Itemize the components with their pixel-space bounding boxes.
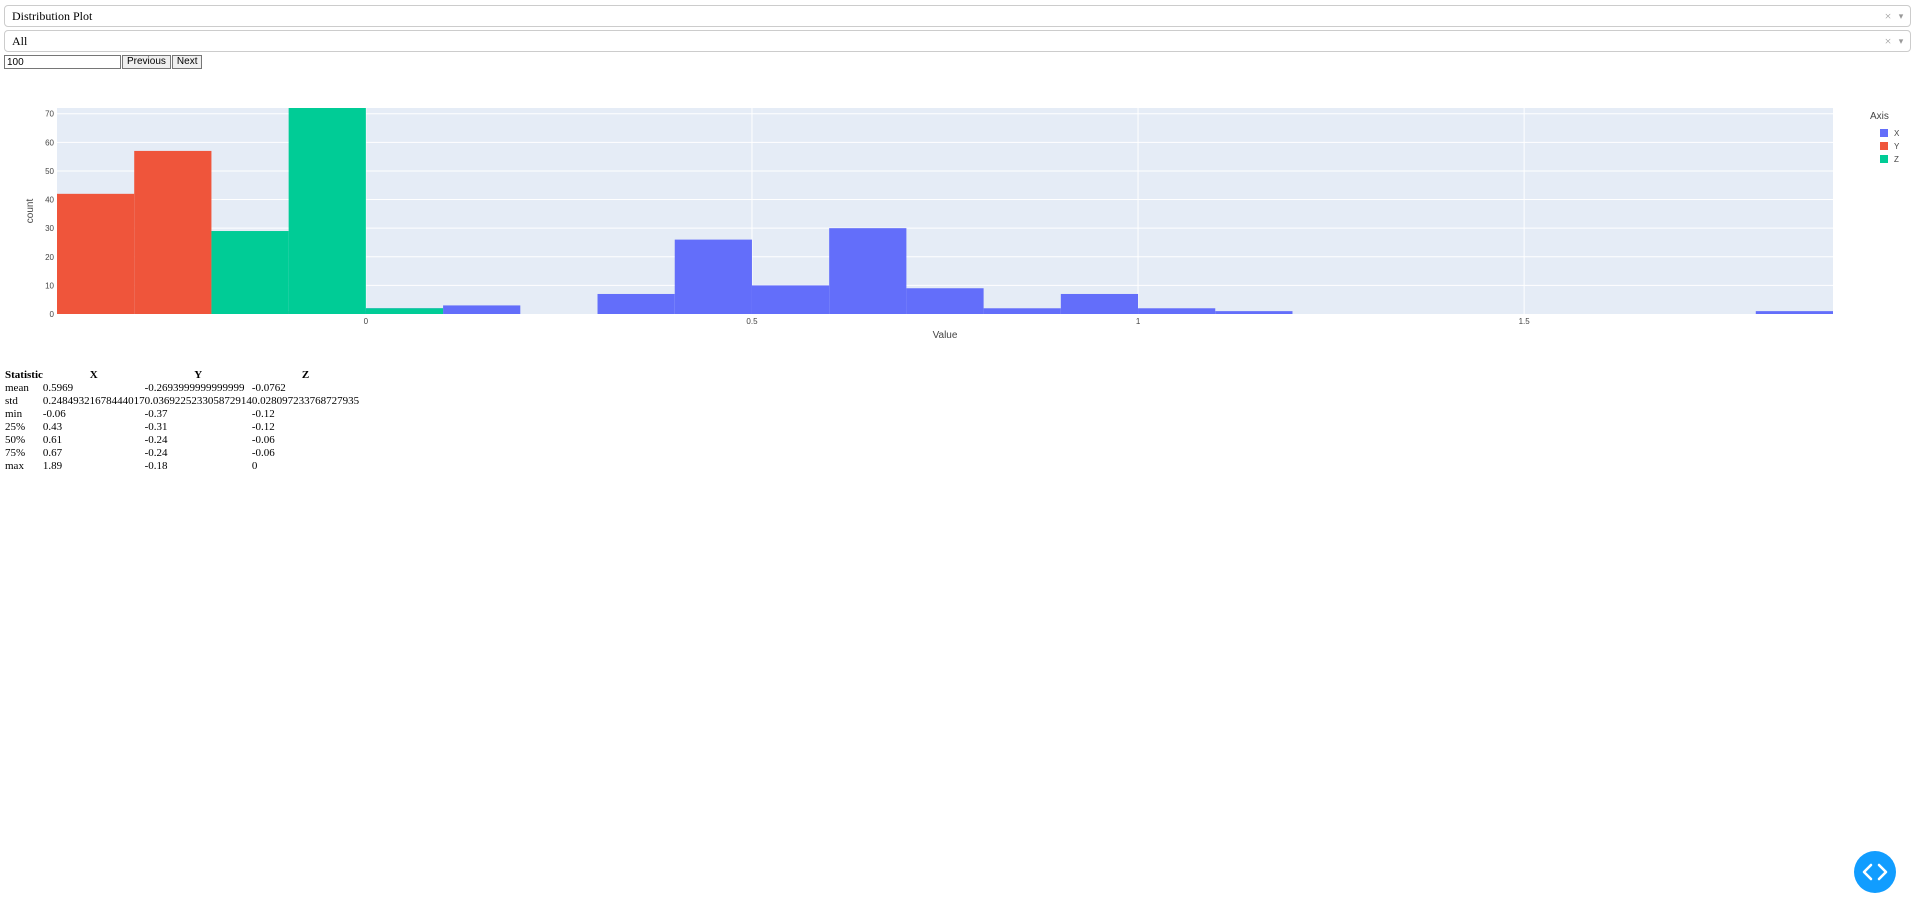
stat-value-cell: -0.0762 xyxy=(251,382,286,394)
legend-swatch-x[interactable] xyxy=(1880,129,1888,137)
next-button[interactable]: Next xyxy=(171,55,203,69)
stat-value-cell: 0.036922523305872914 xyxy=(144,395,252,407)
legend-title: Axis xyxy=(1870,111,1889,122)
header-y: Y xyxy=(194,369,203,381)
bar-x[interactable] xyxy=(1138,308,1216,314)
bar-x[interactable] xyxy=(674,239,752,314)
y-tick-label: 60 xyxy=(45,138,54,147)
bar-z[interactable] xyxy=(211,231,289,314)
y-tick-label: 70 xyxy=(45,110,54,119)
header-z: Z xyxy=(301,369,310,381)
y-tick-label: 30 xyxy=(45,224,54,233)
stat-value-cell: -0.18 xyxy=(144,460,168,472)
header-x: X xyxy=(89,369,98,381)
y-tick-label: 50 xyxy=(45,167,54,176)
clear-icon[interactable]: × xyxy=(1884,33,1892,48)
code-toggle-button[interactable] xyxy=(1854,851,1896,893)
legend: Axis XYZ xyxy=(1870,111,1900,164)
clear-icon[interactable]: × xyxy=(1884,8,1892,23)
stat-value-cell: 0 xyxy=(251,460,258,472)
code-icon xyxy=(1862,863,1888,881)
legend-label-y[interactable]: Y xyxy=(1894,142,1900,151)
stat-value-cell: 0.61 xyxy=(42,434,63,446)
stat-value-cell: -0.06 xyxy=(251,434,275,446)
legend-swatch-z[interactable] xyxy=(1880,155,1888,163)
bar-x[interactable] xyxy=(443,305,521,314)
x-tick-label: 1 xyxy=(1136,317,1141,326)
bar-z[interactable] xyxy=(288,108,366,314)
bar-y[interactable] xyxy=(134,150,212,314)
plot-type-dropdown[interactable]: Distribution Plot × ▾ xyxy=(4,5,1911,27)
y-tick-label: 0 xyxy=(50,310,55,319)
stat-name-cell: std xyxy=(5,395,18,407)
stat-name-cell: 25% xyxy=(5,421,26,433)
stat-name-cell: min xyxy=(5,408,23,420)
table-row: 75% 0.67 -0.24 -0.06 xyxy=(5,447,359,460)
legend-swatch-y[interactable] xyxy=(1880,142,1888,150)
header-statistic: Statistic xyxy=(5,369,43,381)
stat-name-cell: max xyxy=(5,460,24,472)
count-input[interactable] xyxy=(4,55,121,69)
bar-z[interactable] xyxy=(365,308,444,314)
stat-value-cell: 0.5969 xyxy=(42,382,74,394)
previous-button[interactable]: Previous xyxy=(122,55,171,69)
stat-value-cell: -0.06 xyxy=(251,447,275,459)
stat-value-cell: -0.37 xyxy=(144,408,168,420)
y-tick-label: 10 xyxy=(45,281,54,290)
stat-value-cell: -0.31 xyxy=(144,421,168,433)
table-row: min -0.06 -0.37 -0.12 xyxy=(5,408,359,421)
x-axis-label: Value xyxy=(933,330,958,341)
y-tick-label: 20 xyxy=(45,253,54,262)
stat-value-cell: 0.028097233768727935 xyxy=(251,395,360,407)
stat-name-cell: 50% xyxy=(5,434,26,446)
stat-value-cell: -0.2693999999999999 xyxy=(144,382,245,394)
histogram-bars xyxy=(57,108,1833,314)
table-row: mean 0.5969 -0.2693999999999999 -0.0762 xyxy=(5,382,359,395)
bar-x[interactable] xyxy=(983,308,1061,314)
statistics-table: Statistic X Y Z mean 0.5969 -0.26939999999… xyxy=(5,369,359,473)
stat-value-cell: 1.89 xyxy=(42,460,63,472)
stat-value-cell: -0.24 xyxy=(144,447,168,459)
y-axis-ticks: 0 10 20 30 40 50 60 70 xyxy=(45,110,54,319)
stat-value-cell: -0.12 xyxy=(251,408,275,420)
plot-type-value: Distribution Plot xyxy=(12,8,93,23)
stat-value-cell: 0.24849321678444017 xyxy=(42,395,145,407)
legend-label-x[interactable]: X xyxy=(1894,129,1900,138)
stat-value-cell: 0.43 xyxy=(42,421,63,433)
x-tick-label: 0 xyxy=(364,317,369,326)
stat-value-cell: -0.06 xyxy=(42,408,66,420)
stat-name-cell: 75% xyxy=(5,447,26,459)
x-tick-label: 1.5 xyxy=(1519,317,1531,326)
table-row: 25% 0.43 -0.31 -0.12 xyxy=(5,421,359,434)
stat-value-cell: -0.12 xyxy=(251,421,275,433)
y-tick-label: 40 xyxy=(45,196,54,205)
bar-x[interactable] xyxy=(1060,293,1139,314)
table-row: 50% 0.61 -0.24 -0.06 xyxy=(5,434,359,447)
chevron-down-icon[interactable]: ▾ xyxy=(1898,35,1904,46)
table-row: std 0.24849321678444017 0.0369225233058729… xyxy=(5,395,359,408)
stat-value-cell: -0.24 xyxy=(144,434,168,446)
axis-filter-dropdown[interactable]: All × ▾ xyxy=(4,30,1911,52)
stat-name-cell: mean xyxy=(5,382,29,394)
bar-x[interactable] xyxy=(1755,311,1833,314)
bar-x[interactable] xyxy=(597,293,675,314)
stat-value-cell: 0.67 xyxy=(42,447,63,459)
x-axis-ticks: 0 0.5 1 1.5 xyxy=(364,317,1531,326)
bar-x[interactable] xyxy=(829,228,907,314)
distribution-chart: 0 0.5 1 1.5 0 10 20 30 40 50 60 70 Value count Axi… xyxy=(25,108,1900,341)
x-tick-label: 0.5 xyxy=(746,317,758,326)
bar-y[interactable] xyxy=(57,193,135,314)
table-row: max 1.89 -0.18 0 xyxy=(5,460,359,473)
axis-filter-value: All xyxy=(12,33,28,48)
bar-x[interactable] xyxy=(1215,311,1293,314)
chevron-down-icon[interactable]: ▾ xyxy=(1898,10,1904,21)
legend-label-z[interactable]: Z xyxy=(1894,155,1899,164)
pagination-controls: Previous Next xyxy=(4,55,203,69)
bar-x[interactable] xyxy=(906,288,984,314)
y-axis-label: count xyxy=(25,199,36,224)
table-header-row: Statistic X Y Z xyxy=(5,369,359,382)
bar-x[interactable] xyxy=(751,285,830,314)
